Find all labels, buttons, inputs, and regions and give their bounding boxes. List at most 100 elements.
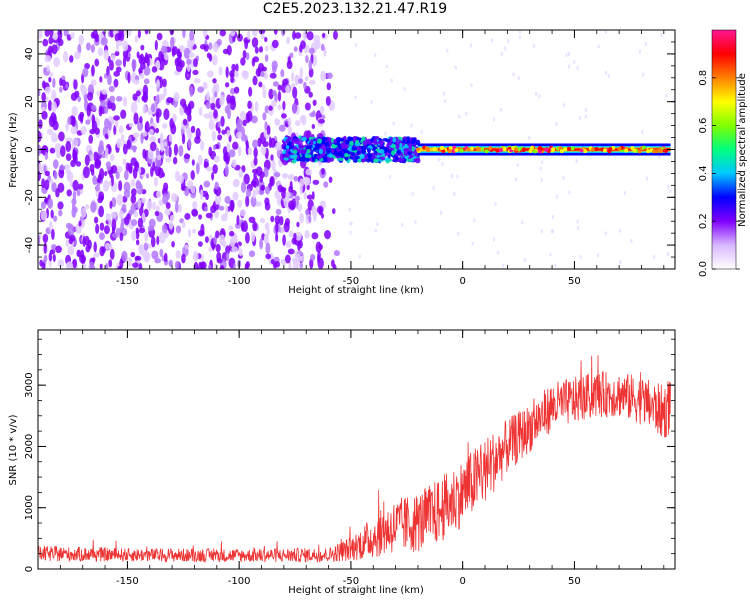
spectrogram-cell (212, 144, 216, 151)
spectrogram-cell (528, 135, 531, 140)
spectrogram-cell (285, 191, 291, 198)
spectrogram-cell (104, 118, 110, 130)
spectrogram-cell (287, 124, 292, 137)
spectrogram-cell (245, 195, 250, 208)
spectrogram-cell (411, 137, 417, 144)
spectrogram-cell (130, 219, 138, 227)
spectrogram-cell (76, 249, 81, 258)
spectrogram-cell (137, 30, 141, 39)
spectrogram-cell (280, 69, 285, 78)
spectrogram-cell (264, 222, 270, 231)
spectrogram-cell (158, 50, 163, 63)
spectrogram-cell (268, 88, 274, 100)
spectrogram-cell (236, 214, 240, 226)
spectrogram-cell (446, 48, 449, 53)
snr-y-tick-label: 2000 (24, 434, 35, 459)
spectrogram-cell (658, 154, 661, 159)
spectrogram-cell (111, 218, 117, 231)
spectrogram-cell (53, 114, 57, 125)
spectrogram-cell (285, 85, 291, 93)
spectrogram-cell (63, 50, 69, 63)
spectrogram-cell (190, 186, 196, 194)
spectrogram-cell (71, 106, 78, 117)
spectrogram-cell (71, 138, 79, 147)
spectrogram-cell (253, 147, 258, 158)
spectrogram-cell (208, 119, 215, 131)
snr-y-label: SNR (10 * v/v) (8, 414, 19, 485)
spectrogram-cell (173, 143, 179, 156)
spectrogram-cell (540, 178, 543, 183)
spectrogram-cell (579, 148, 584, 153)
spectrogram-cell (67, 116, 71, 126)
spectrogram-cell (258, 81, 263, 88)
spectrogram-cell (262, 89, 267, 99)
spectrogram-cell (299, 183, 303, 195)
spectrogram-cell (98, 205, 105, 218)
spectrogram-cell (168, 133, 173, 143)
spectrogram-cell (659, 149, 664, 154)
spectrogram-cell (225, 204, 229, 217)
spectrogram-cell (52, 77, 56, 89)
spectrogram-cell (320, 212, 325, 219)
spectrogram-cell (123, 181, 131, 193)
spectrogram-cell (344, 156, 349, 161)
spectrogram-cell (153, 177, 159, 187)
spectrogram-cell (219, 234, 226, 246)
spectrogram-cell (259, 176, 264, 183)
spectrogram-cell (165, 157, 172, 163)
spectrogram-cell (219, 30, 227, 37)
spectrogram-cell (518, 30, 522, 34)
spectrogram-cell (192, 228, 196, 234)
spectrogram-cell (277, 84, 282, 91)
spectrogram-cell (320, 43, 325, 52)
colorbar-frame (711, 29, 737, 270)
spectrogram-cell (117, 165, 123, 173)
spectrogram-cell (185, 126, 191, 134)
spectrogram-cell (374, 228, 377, 233)
spectrogram-cell (584, 114, 588, 119)
spectrogram-cell (255, 166, 263, 177)
snr-x-tick-label: -150 (116, 576, 139, 587)
spectrogram-cell (53, 215, 58, 222)
spectrogram-cell (414, 219, 417, 224)
spectrogram-cell (308, 79, 316, 85)
spectrogram-cell (97, 196, 103, 204)
spectrogram-cell (61, 75, 66, 82)
spectrogram-cell (233, 234, 238, 243)
spectrogram-cell (274, 189, 280, 199)
spectrogram-cell (38, 88, 41, 97)
snr-x-tick-label: -50 (343, 576, 359, 587)
spectrogram-cell (78, 220, 82, 227)
spectrogram-cell (566, 146, 571, 151)
spectrogram-cell (453, 191, 456, 196)
spectrogram-cell (394, 156, 400, 161)
spectrogram-cell (65, 122, 69, 132)
spectrogram-cell (122, 96, 128, 107)
spectrogram-cell (130, 157, 137, 166)
spectrogram-cell (281, 173, 289, 179)
spectrogram-cell (130, 194, 137, 204)
spectrogram-cell (178, 45, 186, 53)
spectrogram-cell (503, 46, 507, 51)
spectrogram-cell (373, 141, 379, 145)
spectrogram-cell (327, 149, 331, 153)
colorbar: 0.0 0.2 0.4 0.6 0.8 Normalized spectral ampl… (698, 29, 748, 277)
spectrogram-marks (38, 30, 675, 269)
spectrogram-cell (163, 86, 167, 97)
spectrogram-cell (565, 53, 568, 58)
spectrogram-cell (39, 259, 43, 267)
spectrogram-cell (652, 255, 656, 260)
spectrogram-cell (367, 147, 371, 154)
spectrogram-cell (59, 86, 63, 93)
snr-x-tick-label: -100 (228, 576, 251, 587)
spectrogram-cell (160, 140, 164, 152)
spectrogram-cell (645, 176, 649, 181)
colorbar-ticks: 0.0 0.2 0.4 0.6 0.8 (698, 70, 740, 277)
spectrogram-cell (549, 252, 552, 257)
spectrogram-cell (82, 67, 89, 78)
spectrogram-cell (484, 149, 489, 154)
spectrogram-cell (246, 30, 251, 40)
spectrogram-cell (517, 147, 522, 152)
spectrogram-cell (94, 33, 100, 43)
